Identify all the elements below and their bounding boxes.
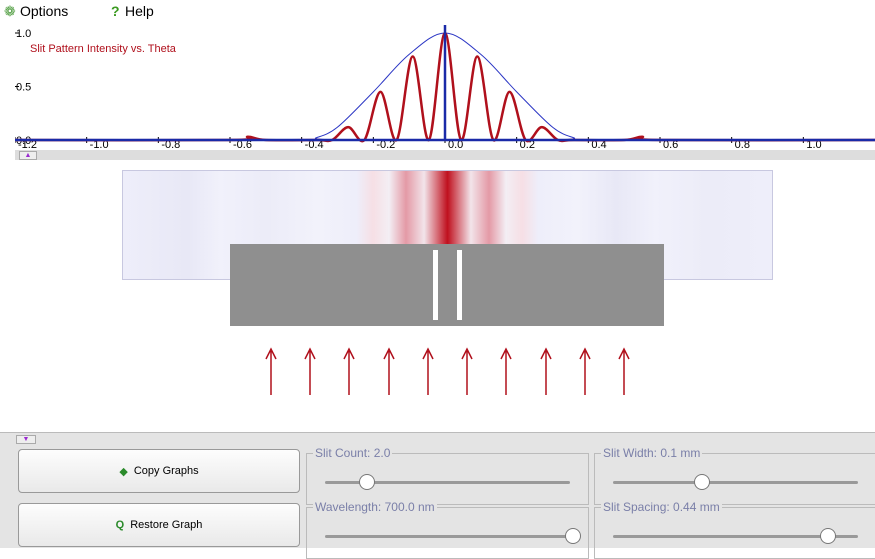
- help-icon: ?: [111, 3, 120, 19]
- x-tick-label: -1.0: [90, 139, 109, 150]
- x-tick-label: -0.8: [161, 139, 180, 150]
- x-tick-label: 0.4: [591, 139, 606, 150]
- x-tick-label: -1.2: [18, 139, 37, 150]
- slider-thumb[interactable]: [359, 474, 375, 490]
- wave-arrows: [265, 347, 630, 395]
- slider-group: Slit Spacing: 0.44 mm: [594, 500, 875, 559]
- x-tick-label: -0.4: [305, 139, 324, 150]
- chart: Slit Pattern Intensity vs. Theta 0.0 0.5 1…: [15, 22, 875, 150]
- slider-group: Slit Width: 0.1 mm: [594, 446, 875, 505]
- x-tick-label: 0.2: [520, 139, 535, 150]
- slider-group: Wavelength: 700.0 nm: [306, 500, 589, 559]
- x-tick-label: 0.6: [663, 139, 678, 150]
- graph-divider[interactable]: ▲: [15, 150, 875, 160]
- x-tick-label: -0.6: [233, 139, 252, 150]
- restore-graph-button[interactable]: Q Restore Graph: [18, 503, 300, 547]
- slider-thumb[interactable]: [820, 528, 836, 544]
- slider-thumb[interactable]: [565, 528, 581, 544]
- y-tick-label: 1.0: [16, 28, 31, 40]
- chart-title: Slit Pattern Intensity vs. Theta: [30, 43, 177, 55]
- menu-bar: ❁ Options ? Help: [0, 0, 875, 22]
- slit-barrier: [230, 244, 664, 326]
- slit: [457, 250, 462, 320]
- slit: [433, 250, 438, 320]
- panel-toggle[interactable]: ▼: [16, 435, 36, 444]
- options-icon: ❁: [4, 3, 16, 19]
- menu-item[interactable]: Help: [125, 3, 154, 19]
- menu-item[interactable]: Options: [20, 3, 69, 19]
- slider-thumb[interactable]: [694, 474, 710, 490]
- y-tick-label: 0.5: [16, 82, 31, 94]
- slider-group: Slit Count: 2.0: [306, 446, 589, 505]
- copy-graphs-button[interactable]: ◆ Copy Graphs: [18, 449, 300, 493]
- control-panel: ▼ ◆ Copy Graphs Q Restore Graph Slit Count…: [0, 432, 875, 559]
- x-tick-label: 1.0: [806, 139, 821, 150]
- x-tick-label: 0.0: [448, 139, 463, 150]
- x-tick-label: -0.2: [376, 139, 395, 150]
- x-tick-label: 0.8: [735, 139, 750, 150]
